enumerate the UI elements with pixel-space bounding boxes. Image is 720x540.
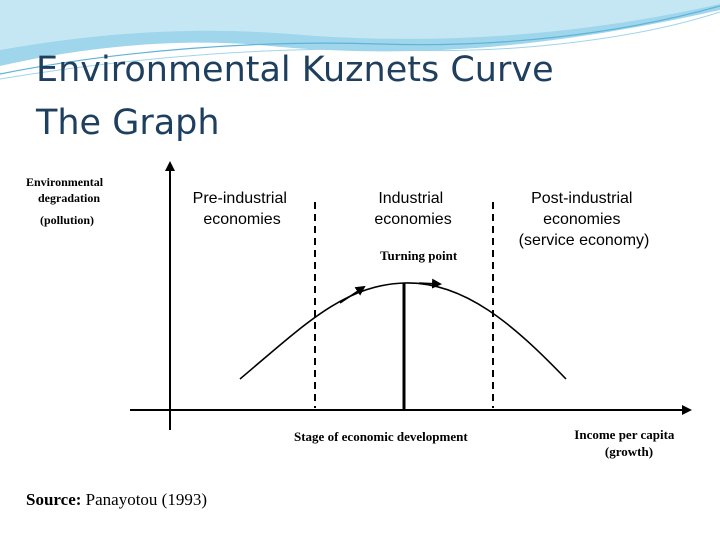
region-pre-industrial: Pre-industrial economies: [193, 190, 292, 228]
source-text: Panayotou (1993): [85, 490, 207, 509]
region-post-industrial-line-1: Post-industrial: [531, 190, 632, 207]
slide-title: Environmental Kuznets Curve The Graph: [36, 44, 554, 150]
kuznets-diagram: Environmental degradation (pollution) Pr…: [24, 155, 696, 485]
y-axis-label: Environmental degradation (pollution): [26, 175, 106, 227]
diagram-panel: [24, 155, 696, 485]
y-axis-label-line-3: (pollution): [40, 213, 94, 227]
title-line-1: Environmental Kuznets Curve: [36, 50, 554, 90]
y-axis-label-line-2: degradation: [38, 191, 100, 205]
region-pre-industrial-line-2: economies: [203, 211, 280, 228]
region-industrial: Industrial economies: [374, 190, 451, 228]
source-citation: Source: Panayotou (1993): [26, 490, 207, 510]
source-label: Source:: [26, 490, 82, 509]
region-industrial-line-2: economies: [374, 211, 451, 228]
x-axis-label-line-2: (growth): [605, 444, 653, 459]
curve-rising-arrow: [339, 285, 366, 304]
kuznets-curve: [239, 282, 567, 380]
title-line-2: The Graph: [36, 103, 220, 143]
region-post-industrial-line-2: economies: [543, 211, 620, 228]
region-post-industrial: Post-industrial economies (service econo…: [519, 190, 650, 249]
turning-point-label: Turning point: [380, 248, 458, 263]
region-post-industrial-line-3: (service economy): [519, 232, 650, 249]
curve-turning-arrow: [418, 278, 442, 289]
y-axis-label-line-1: Environmental: [26, 175, 104, 189]
x-axis-center-label: Stage of economic development: [294, 429, 468, 444]
x-axis-label: Income per capita (growth): [574, 427, 677, 459]
x-axis-label-line-1: Income per capita: [574, 427, 675, 442]
region-pre-industrial-line-1: Pre-industrial: [193, 190, 287, 207]
header-swoosh-decoration: [0, 0, 720, 80]
region-industrial-line-1: Industrial: [378, 190, 443, 207]
